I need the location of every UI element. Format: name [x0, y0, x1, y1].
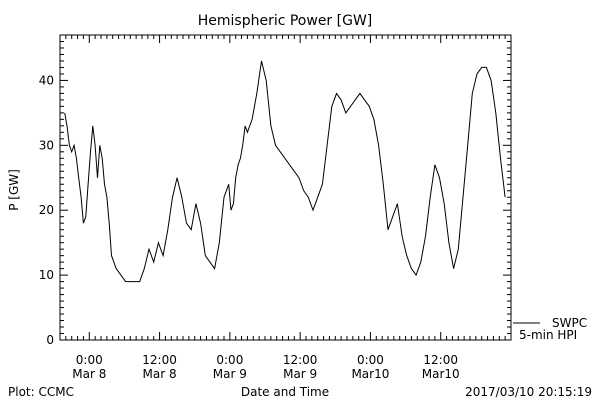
x-tick-date-label: Mar 9 [283, 367, 317, 381]
plot-credit: Plot: CCMC [8, 385, 74, 399]
x-tick-date-label: Mar 9 [213, 367, 247, 381]
y-axis-ticks: 0 10 20 30 40 [39, 40, 511, 347]
x-tick-date-label: Mar 8 [72, 367, 106, 381]
plot-frame [59, 34, 512, 341]
series-layer [64, 60, 506, 283]
y-tick-label: 30 [39, 138, 54, 152]
x-tick-time-label: 12:00 [142, 353, 177, 367]
x-tick-time-label: 0:00 [216, 353, 243, 367]
legend: SWPC 5-min HPI [513, 316, 587, 342]
legend-label-1: SWPC [552, 316, 587, 330]
x-tick-date-label: Mar 8 [143, 367, 177, 381]
x-tick-time-label: 0:00 [76, 353, 103, 367]
chart-title: Hemispheric Power [GW] [198, 13, 373, 29]
y-tick-label: 20 [39, 203, 54, 217]
y-tick-label: 0 [46, 333, 54, 347]
x-tick-date-label: Mar10 [422, 367, 460, 381]
legend-label-2: 5-min HPI [519, 328, 577, 342]
x-tick-time-label: 0:00 [357, 353, 384, 367]
x-tick-time-label: 12:00 [423, 353, 458, 367]
x-axis-label: Date and Time [241, 385, 329, 399]
plot-timestamp: 2017/03/10 20:15:19 [465, 385, 592, 399]
x-tick-date-label: Mar10 [351, 367, 389, 381]
y-tick-label: 10 [39, 268, 54, 282]
y-tick-label: 40 [39, 73, 54, 87]
x-tick-time-label: 12:00 [283, 353, 318, 367]
y-axis-label: P [GW] [7, 169, 21, 211]
series-line-swpc [64, 60, 506, 283]
